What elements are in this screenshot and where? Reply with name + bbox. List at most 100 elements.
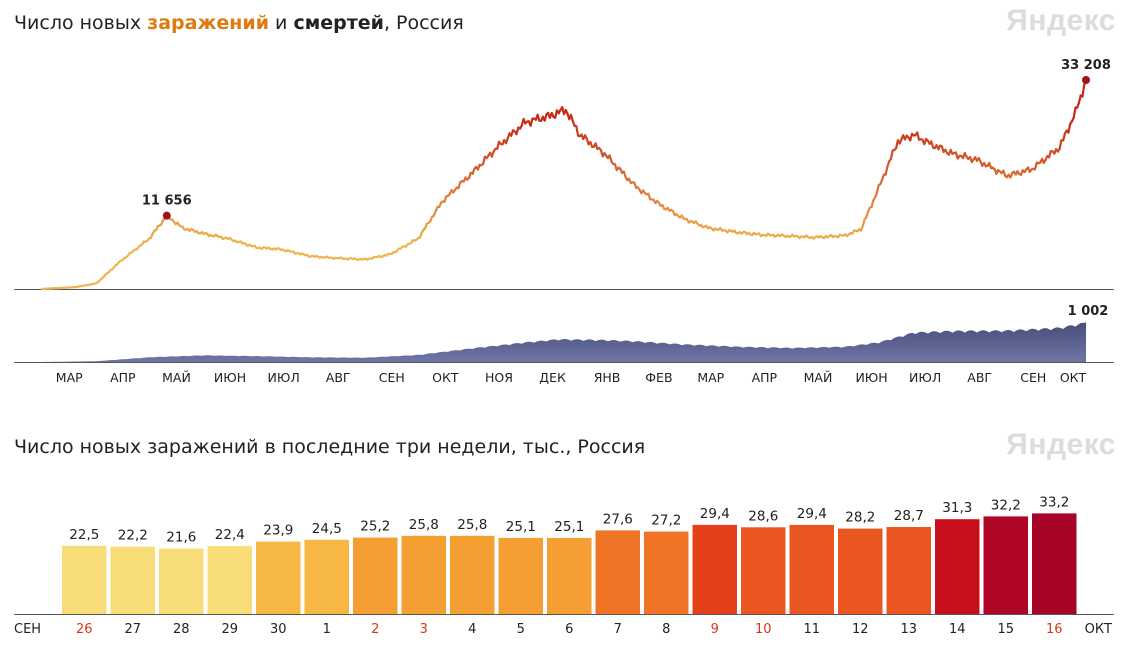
bar — [353, 537, 398, 614]
bar-value-label: 29,4 — [797, 506, 827, 522]
cases-line-segment — [1081, 83, 1086, 98]
cases-line-segment — [875, 184, 880, 195]
bar-value-label: 25,8 — [457, 517, 487, 533]
day-tick-label: 3 — [420, 622, 428, 637]
month-tick-label: ОКТ — [432, 370, 459, 385]
month-tick-label: СЕН — [1020, 370, 1046, 385]
day-tick-label: 16 — [1046, 622, 1063, 637]
day-tick-label: 14 — [949, 622, 966, 637]
day-tick-label: 28 — [173, 622, 190, 637]
yandex-logo-bottom: Яндекс — [1006, 428, 1116, 461]
bar-value-label: 24,5 — [312, 521, 342, 537]
bar — [838, 528, 883, 614]
end-month-label: ОКТ — [1085, 622, 1112, 637]
month-tick-label: АПР — [110, 370, 136, 385]
day-tick-label: 9 — [711, 622, 719, 637]
cases-line-segment — [529, 117, 534, 127]
bar — [159, 548, 204, 614]
bar-value-label: 22,2 — [118, 528, 148, 544]
bar — [207, 546, 252, 614]
bar — [401, 535, 446, 614]
day-tick-label: 11 — [804, 622, 821, 637]
bar — [547, 537, 592, 614]
bar — [692, 524, 737, 614]
bar — [110, 546, 155, 614]
peak-marker-2020 — [162, 211, 171, 220]
last-three-weeks-title: Число новых заражений в последние три не… — [14, 436, 646, 458]
month-tick-label: ФЕВ — [645, 370, 672, 385]
bar — [1032, 513, 1077, 614]
bar — [498, 537, 543, 614]
day-tick-label: 27 — [125, 622, 142, 637]
day-tick-label: 13 — [901, 622, 918, 637]
bar-value-label: 22,4 — [215, 527, 245, 543]
cases-line-segment — [1062, 132, 1067, 142]
bar-value-label: 25,1 — [554, 519, 584, 535]
day-tick-label: 2 — [371, 622, 379, 637]
month-tick-label: ИЮН — [855, 370, 887, 385]
timeline-chart: 11 656 33 208 1 002 МАР АПР МАЙ ИЮН ИЮЛ АВГ СЕН ОК… — [14, 58, 1114, 385]
peak-label-2020: 11 656 — [142, 194, 192, 209]
infections-deaths-title: Число новых заражений и смертей, Россия — [14, 12, 464, 34]
deaths-area — [42, 322, 1086, 362]
month-tick-label: МАЙ — [804, 370, 833, 385]
deaths-word: смертей — [293, 12, 384, 34]
bar-value-label: 27,6 — [603, 511, 633, 527]
bar-value-label: 32,2 — [991, 497, 1021, 513]
bar-value-label: 23,9 — [263, 523, 293, 539]
day-tick-label: 26 — [76, 622, 93, 637]
daily-bars-chart: 22,5 26 22,2 27 21,6 28 22,4 2 9 23,9 30 24,5 1 25,2 2… — [14, 494, 1114, 637]
bar-value-label: 33,2 — [1039, 494, 1069, 510]
yandex-logo: Яндекс — [1006, 4, 1116, 37]
cases-line-segment — [916, 131, 921, 141]
bar — [886, 527, 931, 614]
month-tick-label: МАР — [697, 370, 724, 385]
month-tick-label: МАЙ — [162, 370, 191, 385]
month-tick-label: ИЮН — [214, 370, 246, 385]
infections-word: заражений — [147, 12, 270, 34]
bar-value-label: 28,6 — [748, 508, 778, 524]
month-tick-label: ДЕК — [539, 370, 566, 385]
day-tick-label: 30 — [270, 622, 287, 637]
day-tick-label: 7 — [614, 622, 622, 637]
peak-marker-2021 — [1082, 76, 1090, 84]
bar-value-label: 31,3 — [942, 500, 972, 516]
start-month-label: СЕН — [14, 622, 41, 637]
month-tick-label: АВГ — [967, 370, 992, 385]
day-tick-label: 10 — [755, 622, 772, 637]
cases-line-segment — [515, 126, 520, 136]
month-tick-label: ИЮЛ — [909, 370, 941, 385]
day-tick-label: 5 — [517, 622, 525, 637]
bar-value-label: 25,8 — [409, 517, 439, 533]
bar-value-label: 28,7 — [894, 508, 924, 524]
month-tick-label: МАР — [56, 370, 83, 385]
cases-line-segment — [1067, 122, 1072, 134]
day-tick-label: 4 — [468, 622, 476, 637]
month-tick-label: НОЯ — [485, 370, 513, 385]
bar — [935, 519, 980, 614]
bar-value-label: 25,2 — [360, 519, 390, 535]
bar-value-label: 21,6 — [166, 530, 196, 546]
bar-value-label: 25,1 — [506, 519, 536, 535]
bar — [62, 545, 107, 614]
day-tick-label: 1 — [323, 622, 331, 637]
cases-line-segment — [482, 155, 486, 165]
bar-value-label: 29,4 — [700, 506, 730, 522]
bar — [983, 516, 1028, 614]
cases-line-segment — [889, 149, 894, 161]
bar-value-label: 22,5 — [69, 527, 99, 543]
month-tick-label: АВГ — [326, 370, 351, 385]
month-tick-label: ИЮЛ — [268, 370, 300, 385]
day-tick-label: 6 — [565, 622, 573, 637]
cases-line-segment — [575, 125, 580, 137]
month-tick-label: ОКТ — [1060, 370, 1087, 385]
cases-line-segment — [1072, 106, 1077, 119]
cases-line-segment — [1033, 161, 1038, 171]
cases-line-segment — [1058, 139, 1063, 150]
bar — [595, 530, 640, 614]
bar — [789, 524, 834, 614]
bar — [644, 531, 689, 614]
bar — [450, 535, 495, 614]
bar — [304, 539, 349, 614]
day-tick-label: 8 — [662, 622, 670, 637]
